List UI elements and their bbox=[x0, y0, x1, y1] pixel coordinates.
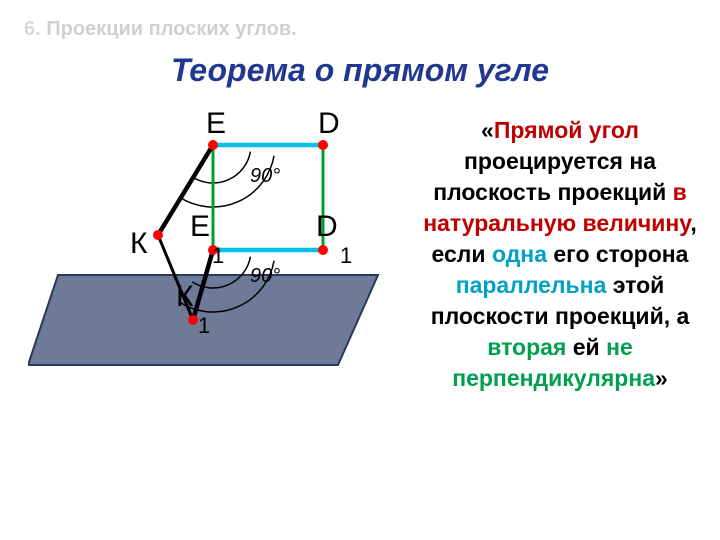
label-K1-sub: 1 bbox=[198, 313, 210, 339]
label-D1: D bbox=[316, 210, 338, 244]
section-number: 6. bbox=[24, 18, 41, 40]
theorem-text: «Прямой угол проецируется на плоскость п… bbox=[410, 115, 710, 394]
label-K: К bbox=[130, 227, 147, 261]
angle-90-bottom: 90° bbox=[250, 265, 280, 288]
page-title: Теорема о прямом угле bbox=[0, 52, 720, 89]
label-D: D bbox=[318, 107, 340, 141]
section-label: 6. Проекции плоских углов. bbox=[24, 18, 297, 41]
label-E: E bbox=[206, 107, 226, 141]
section-text: Проекции плоских углов. bbox=[46, 18, 296, 40]
label-E1-sub: 1 bbox=[212, 243, 224, 269]
label-E1: E bbox=[190, 210, 210, 244]
angle-90-top: 90° bbox=[250, 165, 280, 188]
label-K1: К bbox=[176, 280, 193, 314]
diagram: E D К E 1 D 1 К 1 90° 90° bbox=[28, 105, 408, 425]
label-D1-sub: 1 bbox=[340, 243, 352, 269]
